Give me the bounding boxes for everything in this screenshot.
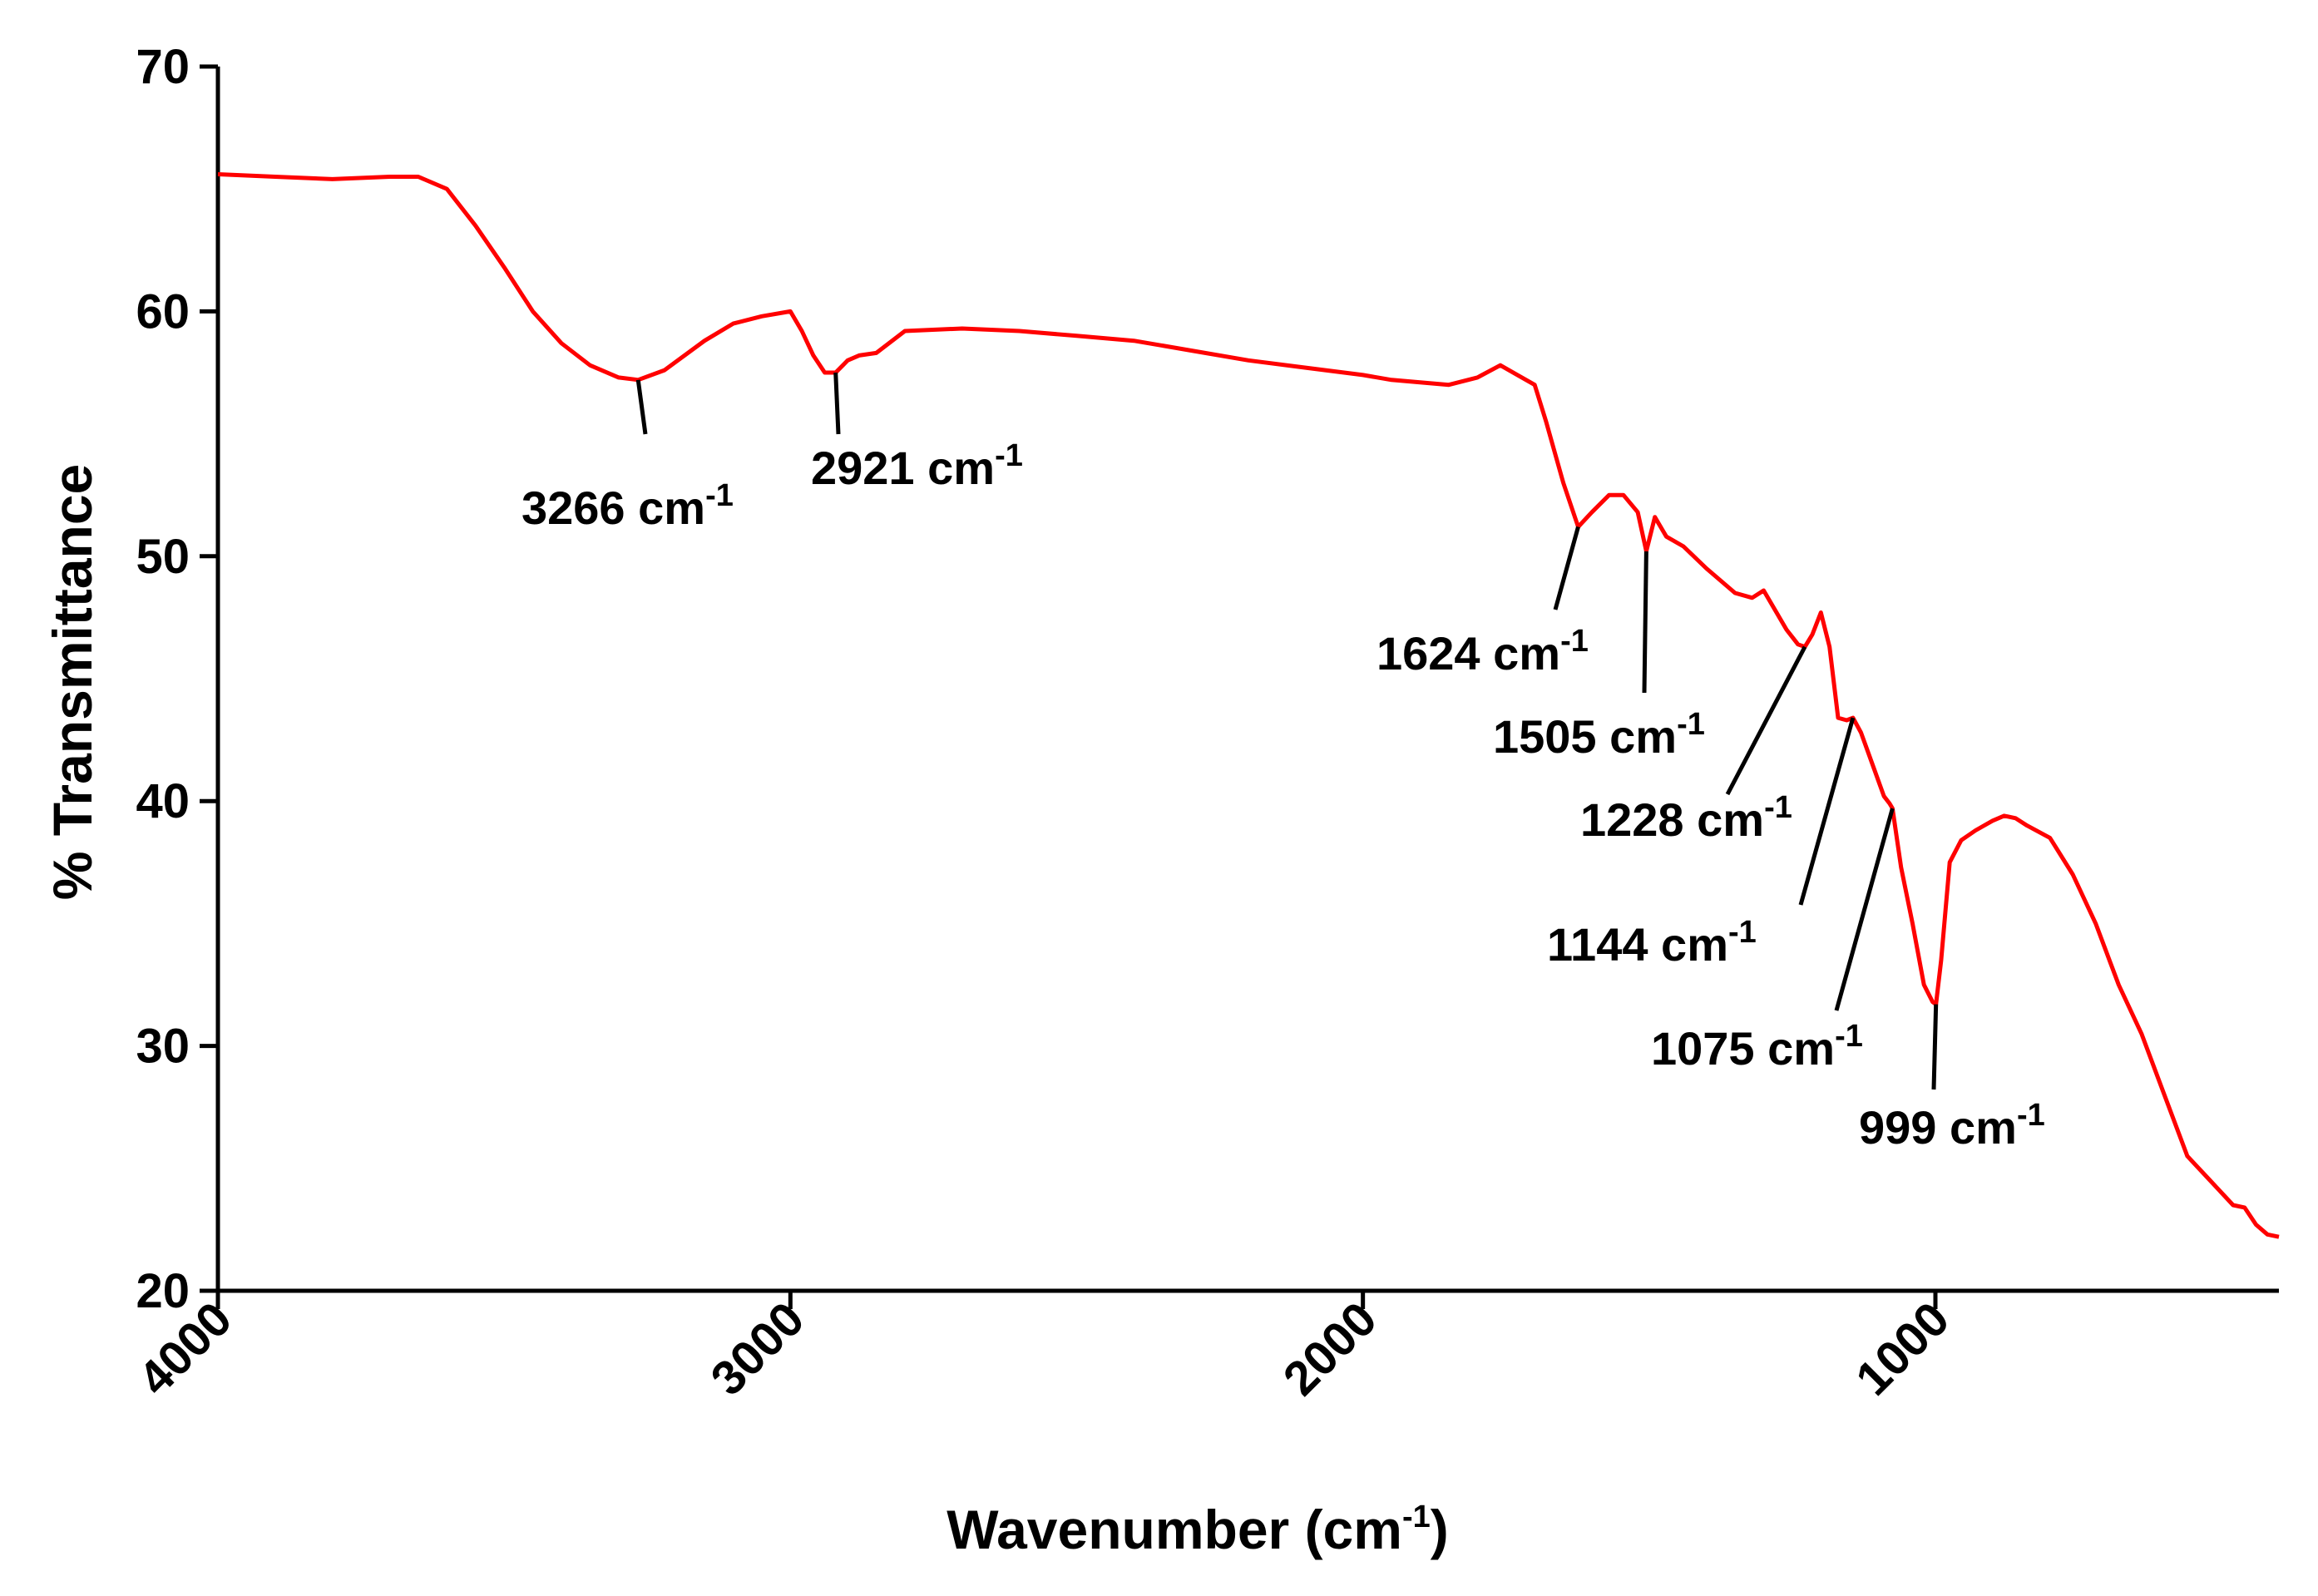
peak-label-999: 999 cm-1 <box>1859 1098 2045 1154</box>
y-tick-label-40: 40 <box>136 774 190 828</box>
peak-leader-1624 <box>1553 526 1580 610</box>
peak-leader-2921 <box>833 372 841 435</box>
peak-label-sup-1228: -1 <box>1764 790 1792 825</box>
y-tick-label-60: 60 <box>136 284 190 338</box>
y-tick-label-50: 50 <box>136 530 190 584</box>
peak-label-1144: 1144 cm-1 <box>1547 915 1757 971</box>
x-axis-title-sup: -1 <box>1402 1500 1431 1534</box>
peak-label-2921: 2921 cm-1 <box>811 438 1023 494</box>
peak-label-sup-3266: -1 <box>705 478 734 513</box>
y-tick-label-20: 20 <box>136 1264 190 1318</box>
peak-label-text-2921: 2921 cm <box>811 442 995 494</box>
peak-label-sup-1075: -1 <box>1835 1019 1863 1054</box>
x-tick-label-1000: 1000 <box>1846 1292 1960 1406</box>
y-axis: 20 30 40 50 60 70 <box>136 40 220 1318</box>
y-axis-title: % Transmittance <box>42 464 103 901</box>
peak-label-1228: 1228 cm-1 <box>1580 790 1792 846</box>
peak-label-sup-1624: -1 <box>1560 624 1589 659</box>
y-ticks: 20 30 40 50 60 70 <box>136 40 218 1318</box>
peak-leader-1228 <box>1725 645 1807 796</box>
peak-label-1624: 1624 cm-1 <box>1376 624 1589 679</box>
x-axis-title-tail: ) <box>1431 1499 1449 1560</box>
y-tick-label-70: 70 <box>136 40 190 94</box>
peak-label-1505: 1505 cm-1 <box>1493 707 1705 763</box>
peak-label-text-999: 999 cm <box>1859 1101 2017 1154</box>
peak-label-sup-1144: -1 <box>1728 915 1757 950</box>
peak-label-sup-2921: -1 <box>995 438 1023 473</box>
peak-label-text-1075: 1075 cm <box>1651 1022 1835 1075</box>
x-axis-title-main: Wavenumber (cm <box>946 1499 1402 1560</box>
peak-label-text-1228: 1228 cm <box>1580 793 1764 846</box>
y-tick-label-30: 30 <box>136 1020 190 1074</box>
x-tick-label-3000: 3000 <box>700 1292 814 1406</box>
peak-leader-999 <box>1931 1004 1939 1090</box>
peak-label-sup-1505: -1 <box>1677 707 1705 742</box>
x-axis: 4000 3000 2000 1000 <box>128 1288 2279 1406</box>
x-ticks: 4000 3000 2000 1000 <box>128 1291 1960 1406</box>
peak-label-3266: 3266 cm-1 <box>521 478 734 534</box>
peak-label-text-1144: 1144 cm <box>1547 918 1728 971</box>
peak-label-sup-999: -1 <box>2017 1098 2045 1133</box>
peak-label-text-1624: 1624 cm <box>1376 627 1560 679</box>
peak-label-1075: 1075 cm-1 <box>1651 1019 1863 1075</box>
x-tick-label-2000: 2000 <box>1273 1292 1387 1406</box>
peak-leader-1075 <box>1834 808 1895 1011</box>
peak-label-text-1505: 1505 cm <box>1493 710 1677 763</box>
peak-leader-1144 <box>1798 717 1856 906</box>
peak-leader-3266 <box>635 379 648 435</box>
x-axis-title: Wavenumber (cm-1) <box>946 1499 1448 1560</box>
peak-leader-1505 <box>1642 551 1648 694</box>
peak-label-text-3266: 3266 cm <box>521 482 705 534</box>
spectrum-line <box>217 172 2280 1239</box>
